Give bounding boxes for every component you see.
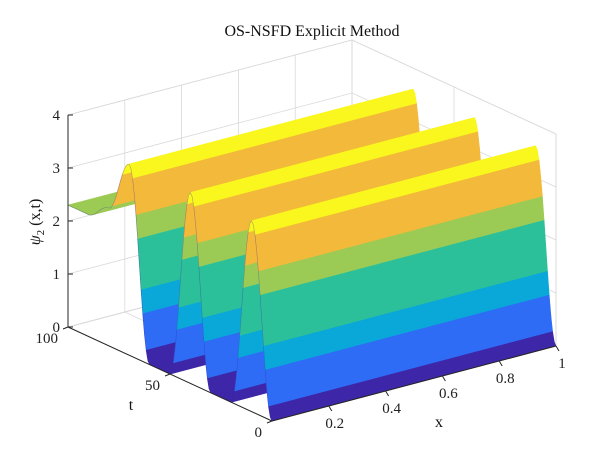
y-axis-label: t — [129, 397, 134, 414]
x-tick-mark — [498, 360, 503, 367]
chart-title: OS-NSFD Explicit Method — [224, 23, 399, 40]
y-tick-mark — [62, 326, 69, 330]
x-tick-mark — [385, 390, 390, 397]
y-tick-label: 0 — [255, 425, 263, 441]
x-tick-mark — [555, 345, 560, 352]
z-tick-label: 1 — [53, 267, 61, 283]
surface-layer — [67, 88, 557, 422]
y-tick-mark — [164, 373, 171, 377]
x-tick-label: 1 — [558, 356, 566, 372]
x-axis-label: x — [435, 414, 443, 431]
z-axis-label-rest: (x,t) — [27, 199, 44, 226]
z-tick-label: 2 — [53, 214, 61, 230]
z-axis-label-sub: 2 — [35, 230, 47, 236]
z-tick-label: 0 — [53, 320, 61, 336]
x-tick-mark — [441, 375, 446, 382]
y-tick-mark — [266, 420, 273, 424]
x-axis-line — [271, 345, 557, 422]
y-tick-label: 50 — [145, 378, 160, 394]
x-tick-label: 0.4 — [382, 401, 401, 417]
z-tick-label: 3 — [53, 161, 61, 177]
z-axis-label-main: ψ — [27, 234, 44, 245]
z-axis-label: ψ2 (x,t) — [27, 199, 47, 246]
x-tick-label: 0.6 — [439, 386, 458, 402]
y-tick-label: 100 — [36, 331, 59, 347]
x-tick-label: 0.2 — [325, 416, 344, 432]
z-tick-label: 4 — [53, 108, 61, 124]
x-tick-label: 0.8 — [496, 371, 515, 387]
x-tick-mark — [328, 405, 333, 412]
